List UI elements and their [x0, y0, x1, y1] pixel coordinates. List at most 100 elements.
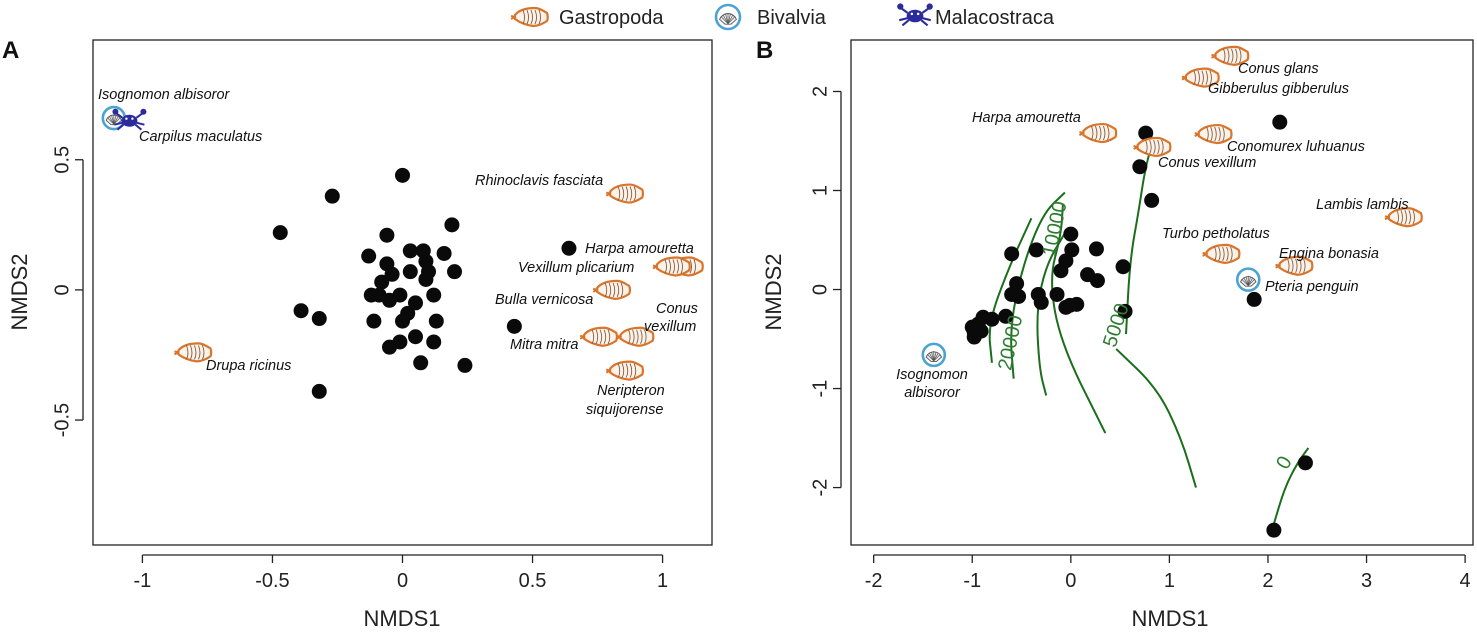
panel-a-points [272, 167, 577, 399]
x-tick-label: 3 [1361, 570, 1372, 592]
species-label-lambis-lambis: Lambis lambis [1316, 197, 1409, 213]
site-point [418, 271, 434, 287]
contour-line [1010, 191, 1066, 379]
site-point [361, 248, 377, 264]
site-point [395, 167, 410, 183]
legend-label-bivalvia: Bivalvia [757, 7, 827, 29]
site-point [1088, 241, 1104, 257]
site-point [457, 357, 473, 373]
site-point [408, 329, 424, 345]
species-icon-mitra-mitra [579, 326, 619, 347]
site-point [973, 323, 989, 339]
panel-b-points [964, 114, 1313, 538]
contour-label: 5000 [1099, 301, 1134, 350]
species-label-drupa-ricinus: Drupa ricinus [206, 358, 291, 374]
site-point [1115, 259, 1131, 275]
species-icon-conus-vexillum [616, 326, 655, 347]
site-point [1272, 114, 1288, 130]
species-label-siquijorense: siquijorense [586, 402, 663, 418]
legend-label-gastropoda: Gastropoda [559, 7, 664, 29]
gastropod-shell-icon [510, 6, 549, 28]
site-point [1028, 242, 1044, 258]
site-point [1266, 522, 1282, 538]
site-point [311, 383, 327, 399]
panel-a-frame [92, 39, 713, 546]
panel-letter-b: B [756, 37, 773, 64]
site-point [1246, 291, 1262, 307]
site-point [447, 264, 463, 280]
site-point [1064, 242, 1080, 258]
species-label-vexillum-plicarium: Vexillum plicarium [518, 260, 634, 276]
panel-b-x-axis-title: NMDS1 [1131, 606, 1208, 631]
species-icon-conus-vexillum [1133, 136, 1172, 158]
site-point [428, 313, 444, 329]
legend: Gastropoda Bivalvia Malacostraca [510, 3, 1055, 31]
site-point [1049, 286, 1065, 302]
site-point [1053, 263, 1069, 279]
x-tick-label: -1 [963, 570, 981, 592]
y-tick-label: 2 [809, 86, 831, 97]
site-point [426, 334, 442, 350]
species-label-isognomon-albisoror: Isognomon albisoror [98, 87, 231, 103]
species-icon-harpa-amouretta [1078, 122, 1118, 144]
panel-b: B -2 -1 0 1 2 3 4 -2 -1 0 1 2 NMDS1 NMDS2 Conus gla… [756, 37, 1474, 631]
x-tick-label: 1 [1164, 570, 1175, 592]
x-tick-label: -2 [865, 570, 883, 592]
site-point [395, 313, 410, 329]
site-point [1297, 455, 1313, 471]
species-label-mitra-mitra: Mitra mitra [510, 337, 578, 353]
species-label-neripteron: Neripteron [597, 383, 665, 399]
site-point [436, 245, 452, 261]
site-point [444, 217, 460, 233]
panel-b-frame [850, 39, 1474, 546]
site-point [1138, 125, 1154, 141]
site-point [561, 240, 577, 256]
species-label-bulla-vernicosa: Bulla vernicosa [495, 292, 593, 308]
site-point [374, 274, 390, 290]
site-point [1062, 297, 1078, 313]
site-point [1132, 159, 1148, 175]
site-point [366, 313, 382, 329]
site-point [392, 287, 408, 303]
site-point [379, 227, 395, 243]
y-tick-label: 1 [809, 185, 831, 196]
species-label-vexillum: vexillum [644, 319, 696, 335]
site-point [272, 225, 288, 241]
panel-a-species-labels: Isognomon albisoror Carpilus maculatus R… [98, 87, 698, 418]
x-tick-label: -1 [134, 570, 152, 592]
x-tick-label: 2 [1262, 570, 1273, 592]
site-point [1117, 303, 1133, 319]
panel-b-y-axis-title: NMDS2 [761, 253, 786, 330]
species-label-carpilus-maculatus: Carpilus maculatus [139, 129, 262, 145]
panel-letter-a: A [2, 37, 19, 64]
species-icon-drupa-ricinus [173, 342, 213, 363]
site-point [293, 303, 309, 319]
species-icon-engina-bonasia [1275, 255, 1314, 276]
site-point [408, 295, 424, 311]
panel-a-axes: -1 -0.5 0 0.5 1 -0.5 0 0.5 [51, 146, 668, 592]
species-icon-carpilus-maculatus [112, 108, 147, 131]
species-icon-gibberulus-gibberulus [1181, 67, 1220, 88]
species-icon-rhinoclavis-fasciata [605, 183, 645, 204]
contour-line [1036, 232, 1066, 396]
x-tick-label: 0 [397, 570, 408, 592]
site-point [506, 318, 522, 334]
x-tick-label: 0 [1065, 570, 1076, 592]
site-point [426, 287, 442, 303]
x-tick-label: -0.5 [255, 570, 289, 592]
x-tick-label: 1 [657, 570, 668, 592]
site-point [402, 264, 418, 280]
site-point [1030, 286, 1046, 302]
y-tick-label: -1 [809, 380, 831, 398]
species-icon-neripteron-siquijorense [605, 360, 645, 381]
species-label-conus-glans: Conus glans [1238, 61, 1319, 77]
species-label-pteria-penguin: Pteria penguin [1265, 279, 1359, 295]
x-tick-label: 4 [1460, 570, 1471, 592]
species-icon-bulla-vernicosa [592, 279, 632, 300]
species-label-conomurex-luhuanus: Conomurex luhuanus [1227, 139, 1365, 155]
crab-icon [897, 3, 933, 27]
y-tick-label: -0.5 [51, 403, 73, 437]
legend-label-malacostraca: Malacostraca [935, 7, 1055, 29]
species-icon-isognomon-albisoror [921, 342, 947, 368]
bivalve-shell-icon [714, 3, 742, 31]
